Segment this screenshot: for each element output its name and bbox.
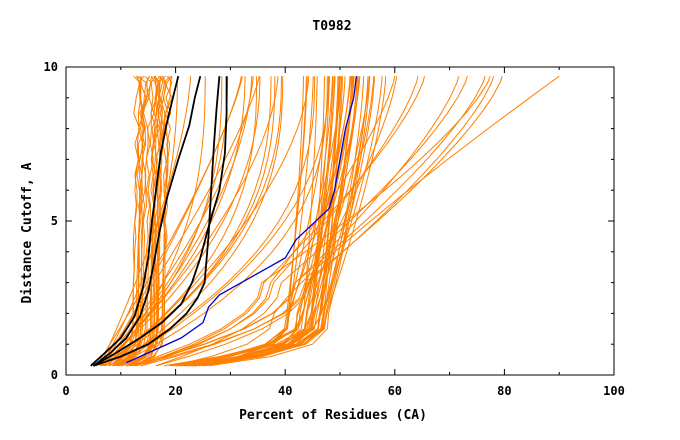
model-curve xyxy=(135,75,167,367)
x-tick-label: 20 xyxy=(168,384,182,398)
model-curve xyxy=(102,76,223,367)
model-curve xyxy=(100,76,276,367)
model-curve xyxy=(114,76,284,367)
model-curve xyxy=(177,76,352,367)
model-curve xyxy=(100,76,178,367)
model-curve xyxy=(195,76,342,367)
model-curve xyxy=(109,76,310,367)
model-curve xyxy=(191,76,369,367)
series-line-blue xyxy=(126,76,358,364)
model-curve xyxy=(208,76,371,367)
model-curve xyxy=(104,76,258,367)
y-tick-label: 0 xyxy=(51,368,58,382)
model-curve xyxy=(179,76,370,367)
model-curve xyxy=(179,76,308,367)
y-tick-label: 10 xyxy=(44,60,58,74)
model-curve xyxy=(99,76,260,367)
model-curve xyxy=(103,76,243,367)
series-line-black-2 xyxy=(92,75,202,367)
model-curve xyxy=(190,76,341,367)
axis-ticks: 0 20 40 60 80 100 0 5 10 xyxy=(44,60,625,398)
model-curve xyxy=(198,76,358,367)
x-tick-label: 40 xyxy=(278,384,292,398)
model-curve xyxy=(107,76,206,367)
x-tick-label: 80 xyxy=(497,384,511,398)
series-line-black-3 xyxy=(92,76,228,367)
model-curve xyxy=(134,76,495,367)
x-tick-label: 0 xyxy=(62,384,69,398)
x-tick-label: 60 xyxy=(388,384,402,398)
highlight-curves xyxy=(90,75,358,367)
model-curve xyxy=(191,76,360,367)
model-curve xyxy=(132,76,173,367)
series-line-black-1 xyxy=(90,75,180,367)
model-curve xyxy=(163,76,318,367)
model-curve xyxy=(126,75,173,367)
model-curve xyxy=(176,76,361,367)
model-curve xyxy=(155,76,468,367)
y-axis-label: Distance Cutoff, A xyxy=(20,162,35,303)
model-curve xyxy=(130,76,460,367)
model-curve xyxy=(118,75,157,367)
model-curve xyxy=(111,75,141,367)
model-curve xyxy=(99,76,261,367)
model-curve xyxy=(129,76,491,367)
model-curve xyxy=(136,76,425,367)
x-tick-label: 100 xyxy=(603,384,625,398)
chart-title: T0982 xyxy=(312,19,351,34)
model-curve xyxy=(181,76,334,367)
model-curve xyxy=(174,76,314,367)
x-axis-label: Percent of Residues (CA) xyxy=(239,408,427,423)
y-tick-label: 5 xyxy=(51,214,58,228)
model-curve xyxy=(176,76,355,367)
model-curve xyxy=(180,76,325,367)
model-curve xyxy=(99,76,191,367)
model-curve-outlier xyxy=(171,75,560,367)
model-curves xyxy=(96,75,560,367)
series-line-black-4 xyxy=(93,76,221,367)
model-curve xyxy=(116,76,328,367)
model-curve xyxy=(195,76,387,367)
model-curve xyxy=(96,76,242,367)
